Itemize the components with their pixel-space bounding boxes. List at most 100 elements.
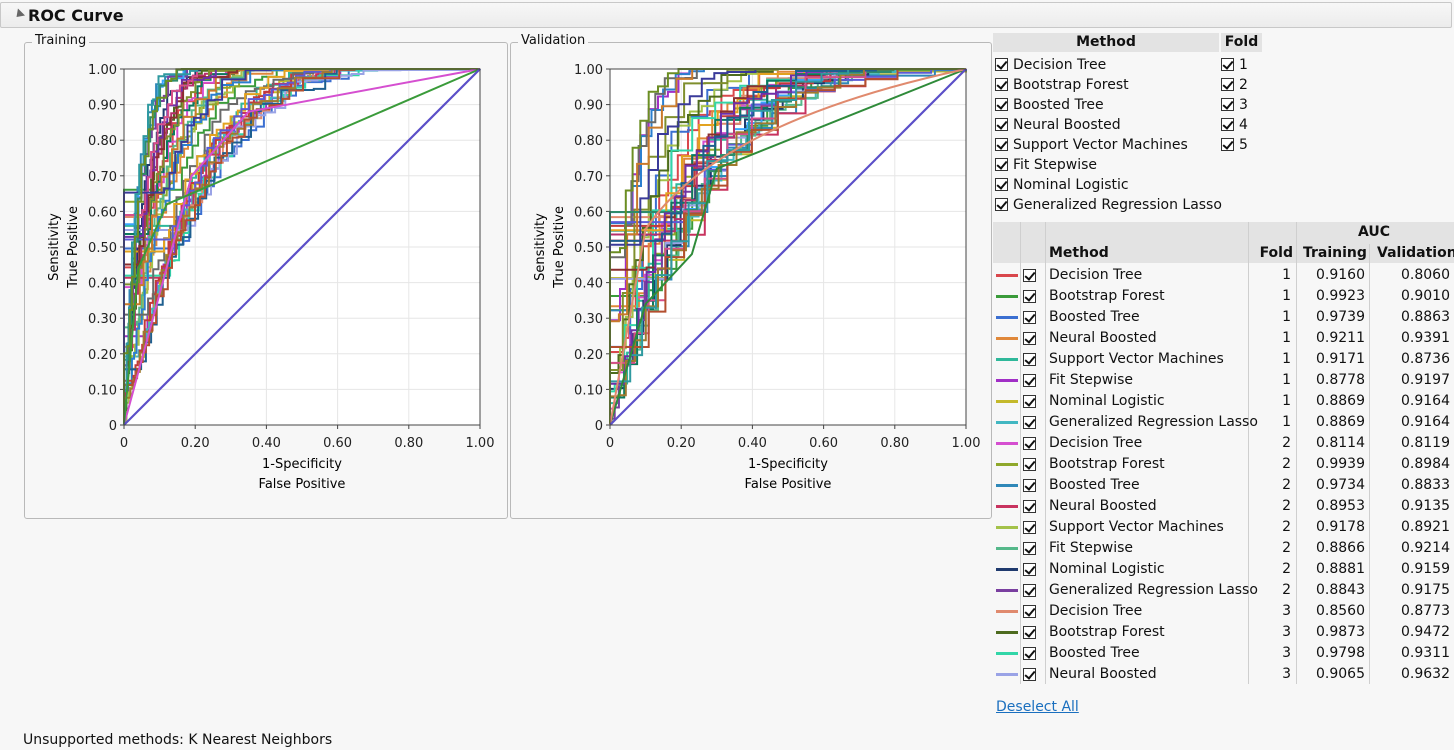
checkbox-icon[interactable]	[1221, 137, 1234, 151]
checkbox-icon[interactable]	[1023, 353, 1036, 366]
table-row[interactable]: Boosted Tree 1 0.9739 0.8863	[993, 307, 1454, 328]
filter-method-item[interactable]: Decision Tree	[995, 55, 1106, 75]
checkbox-icon[interactable]	[995, 197, 1008, 211]
checkbox-icon[interactable]	[1023, 437, 1036, 450]
checkbox-icon[interactable]	[1023, 332, 1036, 345]
table-row[interactable]: Decision Tree 3 0.8560 0.8773	[993, 601, 1454, 622]
checkbox-icon[interactable]	[1023, 542, 1036, 555]
filter-method-item[interactable]: Neural Boosted	[995, 115, 1121, 135]
table-row[interactable]: Bootstrap Forest 2 0.9939 0.8984	[993, 454, 1454, 475]
table-row[interactable]: Decision Tree 1 0.9160 0.8060	[993, 265, 1454, 286]
filter-fold-item[interactable]: 3	[1221, 95, 1248, 115]
roc-curve	[609, 68, 967, 426]
validation-auc-cell: 0.9472	[1401, 624, 1450, 640]
checkbox-icon[interactable]	[1023, 563, 1036, 576]
validation-auc-cell: 0.8984	[1401, 456, 1450, 472]
table-row[interactable]: Generalized Regression Lasso 2 0.8843 0.917…	[993, 580, 1454, 601]
table-row[interactable]: Decision Tree 2 0.8114 0.8119	[993, 433, 1454, 454]
filter-fold-label: 3	[1239, 97, 1248, 113]
table-row[interactable]: Fit Stepwise 2 0.8866 0.9214	[993, 538, 1454, 559]
table-row[interactable]: Neural Boosted 2 0.8953 0.9135	[993, 496, 1454, 517]
checkbox-icon[interactable]	[995, 177, 1008, 191]
table-row[interactable]: Nominal Logistic 1 0.8869 0.9164	[993, 391, 1454, 412]
filter-method-item[interactable]: Boosted Tree	[995, 95, 1104, 115]
disclosure-triangle-icon[interactable]	[12, 8, 26, 21]
checkbox-icon[interactable]	[1023, 311, 1036, 324]
fold-cell: 2	[1282, 519, 1291, 535]
method-cell: Boosted Tree	[1049, 309, 1140, 325]
outline-title: ROC Curve	[28, 6, 124, 25]
table-row[interactable]: Nominal Logistic 2 0.8881 0.9159	[993, 559, 1454, 580]
filter-method-item[interactable]: Bootstrap Forest	[995, 75, 1129, 95]
fold-cell: 1	[1282, 267, 1291, 283]
line-color-swatch	[996, 358, 1018, 361]
validation-panel: Validation 0 0.10 0.20 0.30 0.40 0.50 0.60 0.70…	[510, 33, 992, 519]
table-row[interactable]: Generalized Regression Lasso 1 0.8869 0.916…	[993, 412, 1454, 433]
checkbox-icon[interactable]	[995, 117, 1008, 131]
table-row[interactable]: Neural Boosted 3 0.9065 0.9632	[993, 664, 1454, 685]
checkbox-icon[interactable]	[1023, 521, 1036, 534]
line-color-swatch	[996, 442, 1018, 445]
checkbox-icon[interactable]	[1221, 77, 1234, 91]
checkbox-icon[interactable]	[1023, 395, 1036, 408]
checkbox-icon[interactable]	[1023, 626, 1036, 639]
checkbox-icon[interactable]	[995, 97, 1008, 111]
fold-cell: 2	[1282, 477, 1291, 493]
filter-method-item[interactable]: Support Vector Machines	[995, 135, 1188, 155]
checkbox-icon[interactable]	[995, 137, 1008, 151]
table-row[interactable]: Boosted Tree 3 0.9798 0.9311	[993, 643, 1454, 664]
line-color-swatch	[996, 526, 1018, 529]
validation-auc-cell: 0.9135	[1401, 498, 1450, 514]
method-cell: Support Vector Machines	[1049, 351, 1224, 367]
checkbox-icon[interactable]	[995, 157, 1008, 171]
filter-method-item[interactable]: Nominal Logistic	[995, 175, 1129, 195]
line-color-swatch	[996, 610, 1018, 613]
checkbox-icon[interactable]	[1023, 269, 1036, 282]
checkbox-icon[interactable]	[1023, 479, 1036, 492]
filter-method-item[interactable]: Fit Stepwise	[995, 155, 1097, 175]
training-panel-title: Training	[32, 33, 90, 48]
filter-fold-item[interactable]: 1	[1221, 55, 1248, 75]
checkbox-icon[interactable]	[995, 77, 1008, 91]
roc-curve	[123, 68, 481, 426]
filter-fold-item[interactable]: 2	[1221, 75, 1248, 95]
checkbox-icon[interactable]	[1023, 668, 1036, 681]
method-cell: Fit Stepwise	[1049, 372, 1133, 388]
filter-method-item[interactable]: Generalized Regression Lasso	[995, 195, 1222, 215]
training-auc-cell: 0.9923	[1316, 288, 1365, 304]
checkbox-icon[interactable]	[1023, 584, 1036, 597]
checkbox-icon[interactable]	[1221, 57, 1234, 71]
table-row[interactable]: Fit Stepwise 1 0.8778 0.9197	[993, 370, 1454, 391]
roc-curve	[609, 68, 967, 426]
checkbox-icon[interactable]	[1023, 374, 1036, 387]
column-divider	[1369, 244, 1370, 684]
checkbox-icon[interactable]	[1023, 290, 1036, 303]
training-auc-cell: 0.8869	[1316, 414, 1365, 430]
validation-auc-cell: 0.9164	[1401, 393, 1450, 409]
filter-method-label: Bootstrap Forest	[1013, 77, 1129, 93]
checkbox-icon[interactable]	[1023, 647, 1036, 660]
method-cell: Fit Stepwise	[1049, 540, 1133, 556]
checkbox-icon[interactable]	[1023, 500, 1036, 513]
auc-validation-header: Validation	[1377, 245, 1454, 261]
filter-fold-item[interactable]: 5	[1221, 135, 1248, 155]
checkbox-icon[interactable]	[1023, 458, 1036, 471]
checkbox-icon[interactable]	[1221, 97, 1234, 111]
filter-fold-item[interactable]: 4	[1221, 115, 1248, 135]
deselect-all-link[interactable]: Deselect All	[996, 699, 1079, 715]
table-row[interactable]: Support Vector Machines 2 0.9178 0.8921	[993, 517, 1454, 538]
table-row[interactable]: Bootstrap Forest 1 0.9923 0.9010	[993, 286, 1454, 307]
table-row[interactable]: Neural Boosted 1 0.9211 0.9391	[993, 328, 1454, 349]
fold-cell: 2	[1282, 582, 1291, 598]
table-row[interactable]: Support Vector Machines 1 0.9171 0.8736	[993, 349, 1454, 370]
checkbox-icon[interactable]	[1023, 416, 1036, 429]
table-row[interactable]: Boosted Tree 2 0.9734 0.8833	[993, 475, 1454, 496]
training-auc-cell: 0.9873	[1316, 624, 1365, 640]
checkbox-icon[interactable]	[1221, 117, 1234, 131]
checkbox-icon[interactable]	[1023, 605, 1036, 618]
fold-cell: 2	[1282, 498, 1291, 514]
table-row[interactable]: Bootstrap Forest 3 0.9873 0.9472	[993, 622, 1454, 643]
checkbox-icon[interactable]	[995, 57, 1008, 71]
roc-outline-header[interactable]: ROC Curve	[0, 2, 1452, 28]
method-cell: Generalized Regression Lasso	[1049, 414, 1258, 430]
